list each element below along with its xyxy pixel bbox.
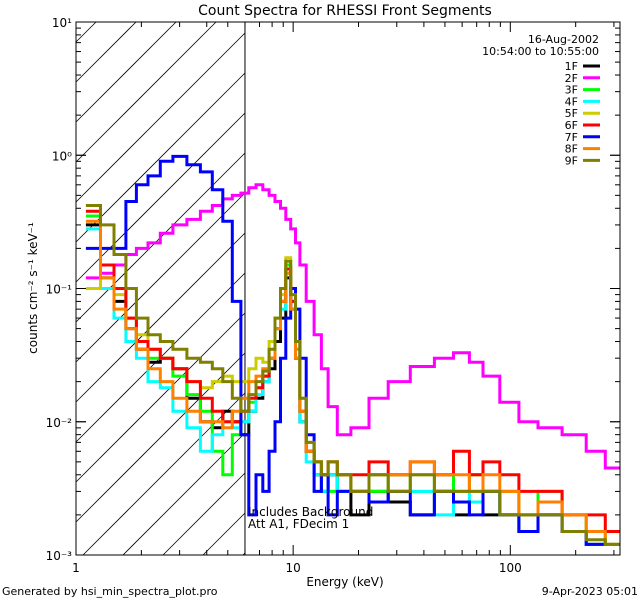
legend-date: 16-Aug-2002 — [528, 33, 599, 46]
chart-title: Count Spectra for RHESSI Front Segments — [198, 3, 492, 19]
y-tick-label: 10⁻² — [46, 416, 73, 430]
hatch-line — [122, 432, 246, 556]
series-9F — [85, 204, 620, 546]
legend-label: 2F — [565, 72, 578, 85]
footer-generated-by: Generated by hsi_min_spectra_plot.pro — [2, 585, 218, 598]
annotation-attenuator: Att A1, FDecim 1 — [248, 517, 349, 531]
hatch-line — [75, 72, 246, 243]
x-tick-label: 100 — [499, 561, 522, 575]
series-7F — [85, 154, 606, 546]
hatch-line — [75, 232, 246, 403]
y-tick-label: 10⁻¹ — [46, 283, 73, 297]
y-tick-label: 10⁰ — [52, 149, 72, 163]
hatch-line — [75, 21, 177, 123]
hatch-line — [162, 472, 246, 556]
footer-timestamp: 9-Apr-2023 05:01 — [542, 585, 638, 598]
hatch-line — [75, 312, 246, 483]
series-4F — [85, 227, 606, 546]
hatch-line — [202, 512, 246, 556]
hatch-line — [75, 21, 137, 83]
legend-label: 8F — [565, 143, 578, 156]
hatch-line — [75, 112, 246, 283]
legend-label: 4F — [565, 95, 578, 108]
legend-label: 3F — [565, 84, 578, 97]
legend-label: 7F — [565, 131, 578, 144]
series-2F — [85, 183, 620, 470]
series-6F — [85, 209, 620, 533]
hatch-line — [75, 21, 217, 163]
legend-time-range: 10:54:00 to 10:55:00 — [482, 45, 599, 58]
hatch-line — [82, 392, 246, 556]
annotation-background: Includes Background — [248, 505, 373, 519]
legend-label: 9F — [565, 154, 578, 167]
x-tick-label: 10 — [286, 561, 301, 575]
y-axis-label: counts cm⁻² s⁻¹ keV⁻¹ — [26, 222, 40, 354]
y-tick-label: 10¹ — [52, 16, 72, 30]
x-tick-label: 1 — [72, 561, 80, 575]
y-tick-label: 10⁻³ — [46, 549, 73, 563]
series-8F — [85, 219, 620, 546]
hatch-line — [75, 21, 97, 43]
hatch-line — [75, 32, 246, 203]
legend-label: 6F — [565, 119, 578, 132]
series-1F — [85, 223, 606, 546]
legend-label: 1F — [565, 60, 578, 73]
legend-label: 5F — [565, 107, 578, 120]
hatch-line — [75, 192, 246, 363]
x-axis-label: Energy (keV) — [306, 575, 383, 589]
